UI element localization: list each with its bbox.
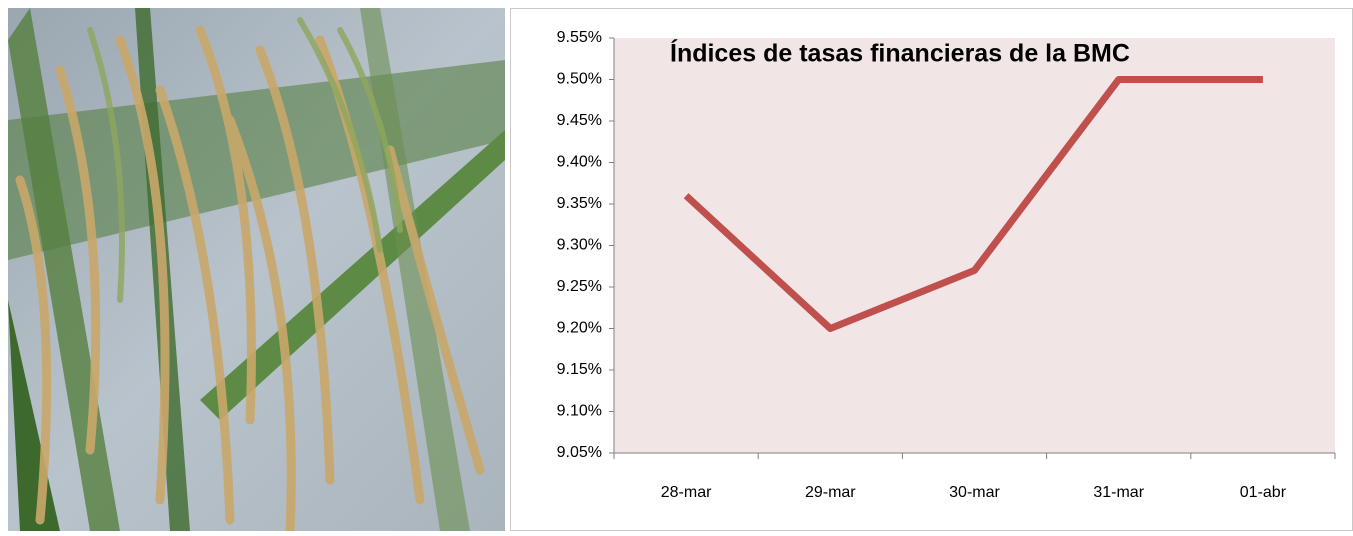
screen: Índices de tasas financieras de la BMC 9… bbox=[0, 0, 1353, 531]
y-tick-label: 9.35% bbox=[557, 195, 602, 212]
x-tick-label: 01-abr bbox=[1240, 484, 1287, 501]
y-tick-label: 9.05% bbox=[557, 444, 602, 461]
x-tick-label: 28-mar bbox=[661, 484, 712, 501]
y-tick-label: 9.20% bbox=[557, 320, 602, 337]
plot-area bbox=[614, 38, 1335, 453]
y-tick-label: 9.40% bbox=[557, 154, 602, 171]
y-tick-label: 9.30% bbox=[557, 237, 602, 254]
x-tick-label: 31-mar bbox=[1093, 484, 1144, 501]
x-tick-label: 29-mar bbox=[805, 484, 856, 501]
y-tick-label: 9.45% bbox=[557, 112, 602, 129]
y-tick-label: 9.50% bbox=[557, 71, 602, 88]
y-tick-label: 9.55% bbox=[557, 29, 602, 46]
photo bbox=[8, 8, 505, 531]
y-tick-label: 9.10% bbox=[557, 403, 602, 420]
y-tick-label: 9.15% bbox=[557, 361, 602, 378]
x-tick-label: 30-mar bbox=[949, 484, 1000, 501]
chart-title: Índices de tasas financieras de la BMC bbox=[670, 39, 1130, 68]
page: {"chart_data": {"type": "line", "title":… bbox=[0, 0, 1353, 531]
y-tick-label: 9.25% bbox=[557, 278, 602, 295]
